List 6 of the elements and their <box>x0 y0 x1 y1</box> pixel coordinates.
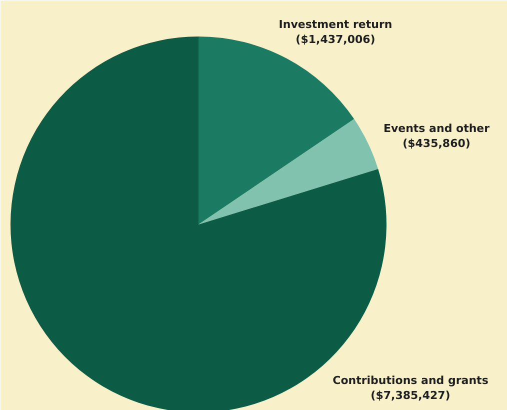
slice-label: Events and other <box>383 122 490 135</box>
data-label: ($1,437,006) <box>296 33 376 46</box>
data-label: ($7,385,427) <box>370 389 450 402</box>
slice-label: Investment return <box>278 18 392 31</box>
data-label: ($435,860) <box>402 137 470 150</box>
slice-label: Contributions and grants <box>332 374 489 387</box>
